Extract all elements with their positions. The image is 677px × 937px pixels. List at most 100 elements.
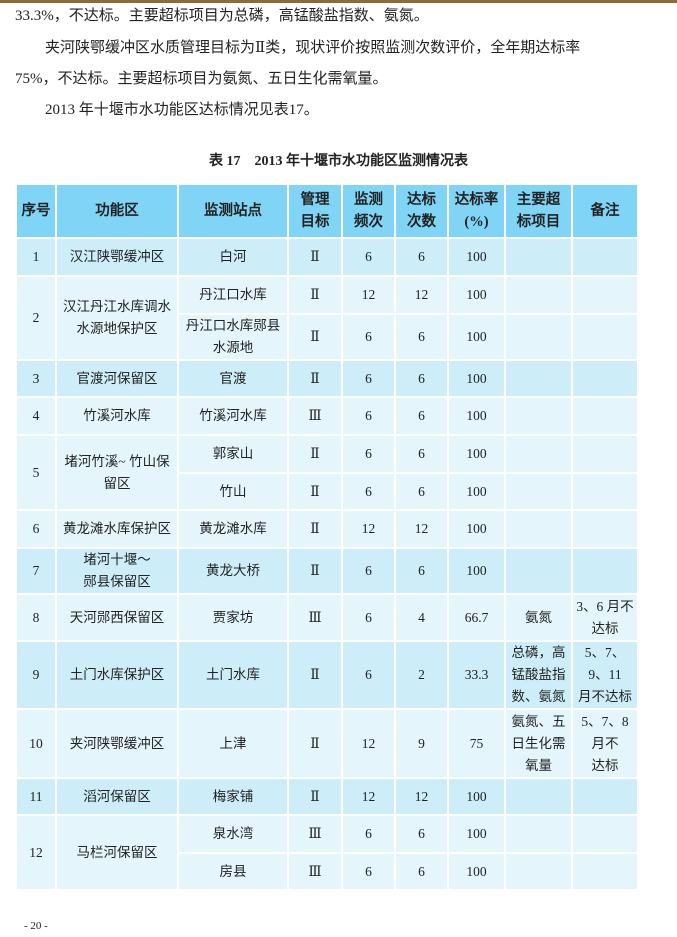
cell-target: Ⅱ (287, 359, 343, 398)
cell-note: 3、6 月不 达标 (571, 593, 639, 642)
cell-freq: 6 (341, 547, 396, 595)
column-header: 管理 目标 (287, 183, 343, 239)
cell-freq: 6 (341, 396, 396, 436)
cell-station: 竹溪河水库 (177, 396, 289, 436)
cell-items (504, 359, 573, 398)
cell-note (571, 275, 639, 315)
column-header: 达标 次数 (394, 183, 449, 239)
column-header: 达标率 (%) (447, 183, 506, 239)
cell-no: 2 (15, 275, 57, 361)
cell-station: 白河 (177, 237, 289, 277)
cell-no: 12 (15, 814, 57, 891)
page-number: - 20 - (24, 920, 48, 932)
cell-zone: 竹溪河水库 (55, 396, 179, 436)
cell-no: 9 (15, 640, 57, 710)
cell-station: 黄龙大桥 (177, 547, 289, 595)
cell-target: Ⅱ (287, 640, 343, 710)
table-row: 房县 Ⅲ 6 6 100 (16, 852, 639, 891)
paragraph-line: 75%，不达标。主要超标项目为氨氮、五日生化需氧量。 (15, 71, 388, 87)
cell-station: 郭家山 (177, 434, 289, 474)
cell-count: 6 (394, 313, 449, 361)
column-header: 主要超 标项目 (504, 183, 573, 239)
cell-items (504, 547, 573, 595)
cell-station: 丹江口水库郧县 水源地 (177, 313, 289, 361)
cell-note (571, 472, 639, 511)
cell-rate: 100 (447, 237, 506, 277)
cell-items (504, 237, 573, 277)
cell-count: 4 (394, 593, 449, 642)
cell-station: 土门水库 (177, 640, 289, 710)
column-header: 备注 (571, 183, 639, 239)
cell-count: 6 (394, 359, 449, 398)
table-row: 竹山 Ⅱ 6 6 100 (16, 472, 639, 511)
cell-no: 1 (15, 237, 57, 277)
paragraph-line: 33.3%，不达标。主要超标项目为总磷，高锰酸盐指数、氨氮。 (15, 8, 429, 24)
cell-target: Ⅱ (287, 777, 343, 816)
cell-freq: 6 (341, 313, 396, 361)
cell-zone: 堵河竹溪~ 竹山保 留区 (55, 434, 179, 511)
cell-no: 5 (15, 434, 57, 511)
cell-rate: 100 (447, 777, 506, 816)
cell-items (504, 396, 573, 436)
cell-note (571, 547, 639, 595)
cell-count: 9 (394, 708, 449, 779)
paragraph-line: 2013 年十堰市水功能区达标情况见表17。 (45, 102, 319, 118)
cell-freq: 6 (341, 852, 396, 891)
cell-items (504, 509, 573, 549)
cell-items (504, 434, 573, 474)
table-row: 5 堵河竹溪~ 竹山保 留区 郭家山 Ⅱ 6 6 100 (15, 434, 639, 511)
cell-target: Ⅱ (287, 708, 343, 779)
cell-items: 总磷，高 锰酸盐指 数、氨氮 (504, 640, 573, 710)
cell-count: 6 (394, 472, 449, 511)
cell-no: 4 (15, 396, 57, 436)
cell-rate: 100 (447, 852, 506, 891)
cell-count: 6 (394, 814, 449, 854)
cell-count: 12 (394, 509, 449, 549)
cell-rate: 100 (447, 313, 506, 361)
cell-freq: 12 (341, 708, 396, 779)
table-caption: 表 17 2013 年十堰市水功能区监测情况表 (209, 154, 468, 169)
cell-rate: 100 (447, 359, 506, 398)
cell-target: Ⅲ (287, 852, 343, 891)
cell-zone: 土门水库保护区 (55, 640, 179, 710)
cell-note (571, 396, 639, 436)
cell-target: Ⅱ (287, 313, 343, 361)
cell-count: 6 (394, 852, 449, 891)
cell-station: 泉水湾 (177, 814, 289, 854)
table-row: 8 天河郧西保留区 贾家坊 Ⅲ 6 4 66.7 氨氮 3、6 月不 达标 (15, 593, 639, 642)
cell-items (504, 472, 573, 511)
header-rule (0, 0, 677, 3)
cell-count: 12 (394, 275, 449, 315)
cell-zone: 天河郧西保留区 (55, 593, 179, 642)
cell-no: 8 (15, 593, 57, 642)
cell-note: 5、7、9、11 月不达标 (571, 640, 639, 710)
cell-items: 氨氮、五 日生化需 氧量 (504, 708, 573, 779)
paragraph-line: 夹河陕鄂缓冲区水质管理目标为Ⅱ类，现状评价按照监测次数评价，全年期达标率 (45, 40, 581, 56)
table-row: 9 土门水库保护区 土门水库 Ⅱ 6 2 33.3 总磷，高 锰酸盐指 数、氨氮 5、7、9、1… (15, 640, 639, 710)
cell-station: 竹山 (177, 472, 289, 511)
cell-note (571, 359, 639, 398)
cell-target: Ⅱ (287, 547, 343, 595)
cell-rate: 100 (447, 396, 506, 436)
cell-freq: 6 (341, 359, 396, 398)
table-header-row: 序号 功能区 监测站点 管理 目标 监测 频次 达标 次数 达标率 (%) 主要超 标项目 备注 (15, 183, 639, 239)
cell-rate: 100 (447, 434, 506, 474)
table-row: 6 黄龙滩水库保护区 黄龙滩水库 Ⅱ 12 12 100 (15, 509, 639, 549)
cell-station: 贾家坊 (177, 593, 289, 642)
cell-target: Ⅱ (287, 275, 343, 315)
table-row: 2 汉江丹江水库调水 水源地保护区 丹江口水库 Ⅱ 12 12 100 (15, 275, 639, 361)
table-row: 12 马栏河保留区 泉水湾 Ⅲ 6 6 100 (15, 814, 639, 891)
table-row: 7 堵河十堰～ 郧县保留区 黄龙大桥 Ⅱ 6 6 100 (15, 547, 639, 595)
cell-note (571, 237, 639, 277)
cell-rate: 100 (447, 509, 506, 549)
cell-rate: 33.3 (447, 640, 506, 710)
column-header: 监测 频次 (341, 183, 396, 239)
cell-target: Ⅱ (287, 434, 343, 474)
cell-zone: 官渡河保留区 (55, 359, 179, 398)
cell-note (571, 509, 639, 549)
cell-no: 6 (15, 509, 57, 549)
cell-freq: 12 (341, 777, 396, 816)
cell-zone: 马栏河保留区 (55, 814, 179, 891)
cell-count: 12 (394, 777, 449, 816)
cell-no: 11 (15, 777, 57, 816)
